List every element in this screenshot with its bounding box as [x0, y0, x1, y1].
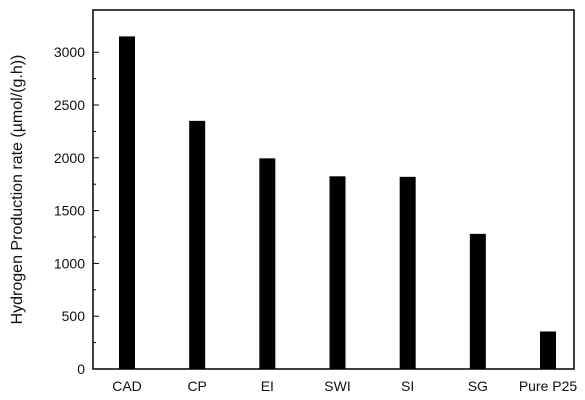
x-tick-label: SI [401, 378, 414, 394]
x-tick-label: SG [468, 378, 488, 394]
x-tick-label: SWI [324, 378, 350, 394]
x-tick-label: CP [187, 378, 206, 394]
x-tick-label: Pure P25 [519, 378, 578, 394]
bar-cad [119, 36, 135, 369]
y-tick-label: 1000 [54, 255, 85, 271]
y-tick-label: 0 [77, 361, 85, 377]
y-axis-ticks: 0 500 1000 1500 2000 2500 3000 [54, 44, 99, 377]
bars-group [119, 36, 556, 369]
x-axis-ticks: CAD CP EI SWI SI SG Pure P25 [112, 364, 577, 394]
bar-swi [329, 176, 346, 369]
y-tick-label: 500 [62, 308, 86, 324]
bar-cp [189, 120, 206, 369]
bar-si [399, 176, 416, 369]
bar-ei [259, 158, 276, 369]
bar-sg [469, 233, 486, 369]
y-axis-label: Hydrogen Production rate (µmol/(g.h)) [9, 55, 26, 325]
y-tick-label: 1500 [54, 203, 85, 219]
y-tick-label: 2000 [54, 150, 85, 166]
y-tick-label: 2500 [54, 97, 85, 113]
y-tick-label: 3000 [54, 44, 85, 60]
x-tick-label: EI [261, 378, 274, 394]
x-tick-label: CAD [112, 378, 142, 394]
bar-pure-p25 [540, 331, 556, 369]
